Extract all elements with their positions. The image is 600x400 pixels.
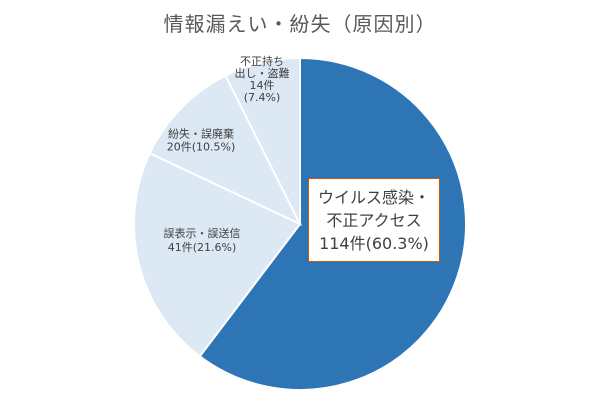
- slice-label-theft-unauthorized-removal-line: (7.4%): [244, 91, 281, 104]
- slice-label-theft-unauthorized-removal: 不正持ち出し・盗難 14件(7.4%): [235, 54, 290, 104]
- slice-label-misdisplay-mis-send-line: 41件(21.6%): [168, 241, 237, 254]
- slice-label-theft-unauthorized-removal-line: 不正持ち: [240, 54, 284, 68]
- slice-label-loss-mis-disposal-line: 20件(10.5%): [167, 141, 236, 154]
- slice-label-theft-unauthorized-removal-line: 14件: [250, 79, 275, 92]
- slice-label-loss-mis-disposal-line: 紛失・誤廃棄: [168, 127, 234, 141]
- slice-label-misdisplay-mis-send: 誤表示・誤送信 41件(21.6%): [164, 226, 241, 254]
- slice-misdisplay-mis-send: [133, 151, 302, 358]
- slice-label-loss-mis-disposal: 紛失・誤廃棄 20件(10.5%): [167, 127, 236, 154]
- callout-line-3: 114件(60.3%): [319, 233, 429, 253]
- chart-title: 情報漏えい・紛失（原因別）: [163, 12, 437, 36]
- callout-line-2: 不正アクセス: [326, 210, 422, 230]
- callout-line-1: ウイルス感染・: [317, 187, 430, 207]
- slice-theft-unauthorized-removal: [224, 56, 301, 225]
- callout-label-virus-unauthorized-access: ウイルス感染・ 不正アクセス 114件(60.3%): [308, 178, 440, 262]
- slice-label-misdisplay-mis-send-line: 誤表示・誤送信: [164, 226, 241, 240]
- slice-label-theft-unauthorized-removal-line: 出し・盗難: [235, 66, 290, 80]
- slice-loss-mis-disposal: [148, 74, 303, 227]
